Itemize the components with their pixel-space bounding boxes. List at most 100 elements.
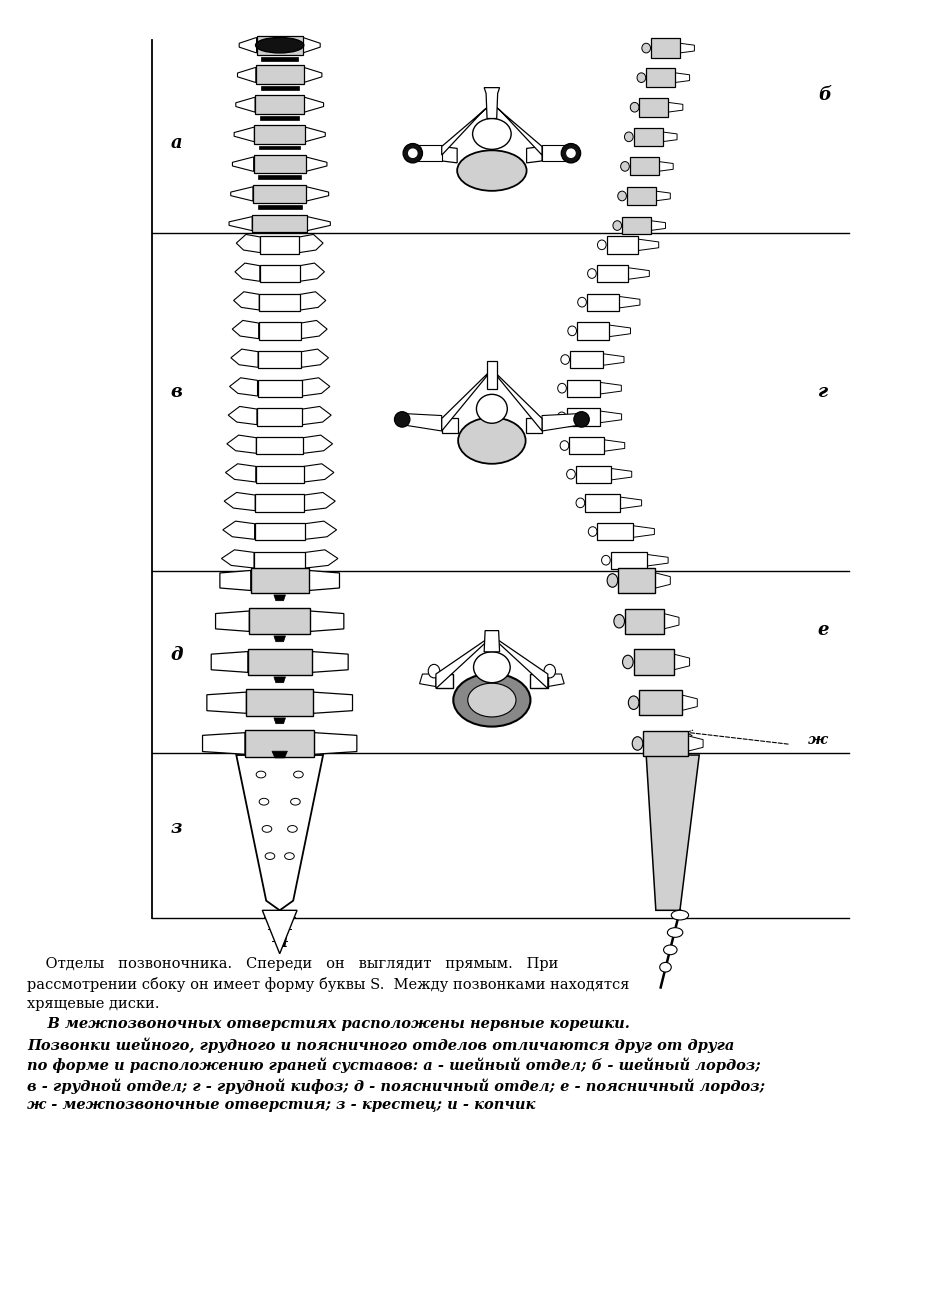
Polygon shape: [542, 145, 566, 161]
Polygon shape: [258, 205, 302, 208]
Ellipse shape: [578, 298, 587, 307]
Polygon shape: [576, 465, 610, 483]
Polygon shape: [484, 88, 499, 119]
Polygon shape: [239, 38, 257, 53]
Polygon shape: [212, 651, 248, 672]
Polygon shape: [656, 192, 670, 201]
Polygon shape: [274, 636, 286, 642]
Polygon shape: [262, 910, 297, 953]
Polygon shape: [202, 733, 245, 754]
Polygon shape: [302, 350, 328, 368]
Polygon shape: [261, 57, 298, 61]
Text: ж: ж: [808, 733, 828, 747]
Ellipse shape: [403, 144, 422, 163]
Ellipse shape: [544, 664, 556, 677]
Polygon shape: [220, 570, 251, 591]
Ellipse shape: [477, 395, 508, 423]
Ellipse shape: [613, 220, 621, 231]
Polygon shape: [609, 325, 631, 337]
Polygon shape: [601, 411, 621, 422]
Polygon shape: [236, 755, 323, 910]
Ellipse shape: [628, 695, 639, 710]
Polygon shape: [610, 469, 632, 480]
Polygon shape: [526, 146, 542, 163]
Polygon shape: [234, 127, 255, 141]
Polygon shape: [305, 97, 323, 113]
Text: по форме и расположению граней суставов: а - шейный отдел; б - шейный лордоз;: по форме и расположению граней суставов:…: [27, 1058, 760, 1074]
Ellipse shape: [265, 852, 274, 860]
Polygon shape: [646, 755, 699, 910]
Polygon shape: [495, 638, 548, 689]
Polygon shape: [442, 107, 488, 155]
Polygon shape: [227, 435, 257, 453]
Polygon shape: [235, 263, 259, 281]
Ellipse shape: [631, 102, 639, 113]
Polygon shape: [224, 492, 255, 510]
Ellipse shape: [561, 144, 581, 163]
Polygon shape: [223, 521, 255, 539]
Polygon shape: [255, 495, 305, 512]
Polygon shape: [634, 649, 674, 675]
Polygon shape: [311, 651, 348, 672]
Polygon shape: [625, 609, 664, 633]
Text: и: и: [274, 932, 288, 951]
Polygon shape: [246, 689, 313, 716]
Polygon shape: [597, 265, 628, 282]
Polygon shape: [258, 379, 302, 396]
Polygon shape: [622, 216, 651, 234]
Polygon shape: [258, 351, 302, 368]
Ellipse shape: [566, 149, 576, 158]
Polygon shape: [606, 236, 637, 254]
Ellipse shape: [259, 798, 269, 805]
Ellipse shape: [588, 268, 596, 278]
Polygon shape: [639, 98, 668, 117]
Ellipse shape: [614, 614, 624, 628]
Polygon shape: [274, 594, 286, 601]
Ellipse shape: [671, 910, 689, 919]
Polygon shape: [619, 569, 655, 593]
Ellipse shape: [622, 655, 634, 668]
Polygon shape: [231, 350, 259, 368]
Polygon shape: [257, 35, 303, 54]
Polygon shape: [305, 521, 337, 539]
Polygon shape: [257, 408, 303, 426]
Polygon shape: [587, 294, 619, 311]
Polygon shape: [567, 408, 601, 426]
Polygon shape: [639, 690, 682, 715]
Polygon shape: [307, 216, 330, 231]
Polygon shape: [305, 127, 325, 141]
Ellipse shape: [560, 440, 569, 451]
Ellipse shape: [624, 132, 634, 141]
Ellipse shape: [429, 664, 440, 677]
Ellipse shape: [576, 499, 585, 508]
Polygon shape: [314, 733, 357, 754]
Ellipse shape: [256, 38, 304, 53]
Polygon shape: [313, 692, 352, 714]
Ellipse shape: [474, 651, 510, 682]
Polygon shape: [234, 291, 259, 310]
Polygon shape: [260, 117, 300, 120]
Text: в - грудной отдел; г - грудной кифоз; д - поясничный отдел; е - поясничный лордо: в - грудной отдел; г - грудной кифоз; д …: [27, 1079, 765, 1094]
Polygon shape: [487, 360, 496, 388]
Polygon shape: [230, 186, 253, 201]
Polygon shape: [675, 73, 690, 83]
Polygon shape: [442, 418, 458, 433]
Ellipse shape: [607, 574, 618, 587]
Polygon shape: [651, 39, 680, 58]
Polygon shape: [254, 155, 306, 174]
Polygon shape: [682, 695, 697, 711]
Polygon shape: [255, 523, 305, 540]
Polygon shape: [207, 692, 246, 714]
Polygon shape: [259, 294, 300, 311]
Ellipse shape: [293, 771, 304, 778]
Polygon shape: [664, 614, 679, 629]
Polygon shape: [215, 611, 249, 632]
Text: д: д: [171, 645, 183, 663]
Polygon shape: [548, 673, 564, 686]
Ellipse shape: [667, 927, 682, 938]
Polygon shape: [603, 440, 625, 452]
Ellipse shape: [262, 825, 272, 833]
Polygon shape: [619, 297, 640, 308]
Polygon shape: [299, 234, 323, 253]
Polygon shape: [495, 107, 542, 155]
